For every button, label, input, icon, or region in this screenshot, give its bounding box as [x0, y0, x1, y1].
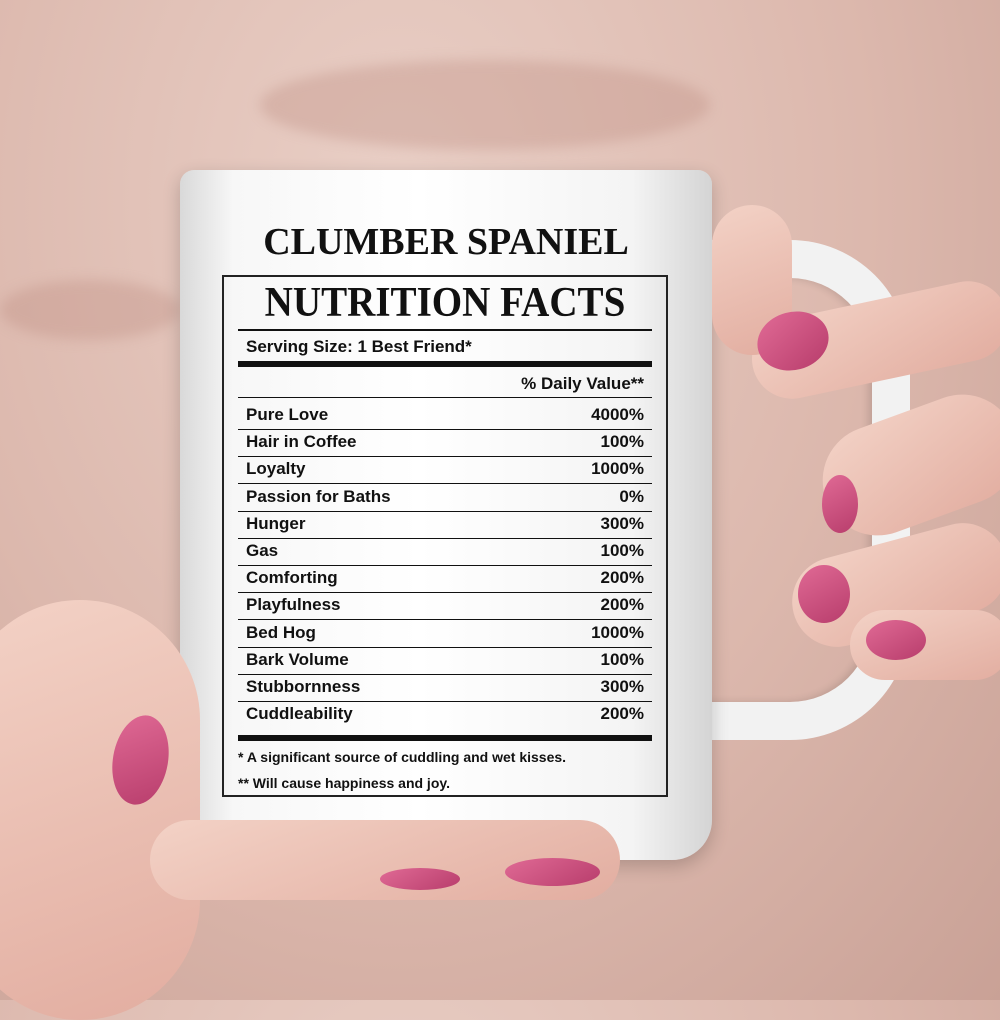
nutrition-row: Loyalty 1000%: [246, 459, 644, 479]
row-label: Stubbornness: [246, 677, 361, 696]
nutrition-row: Hunger 300%: [246, 514, 644, 534]
divider: [238, 329, 652, 331]
row-divider: [238, 429, 652, 430]
row-label: Hair in Coffee: [246, 432, 357, 452]
nutrition-row: Bark Volume 100%: [246, 650, 644, 670]
footnote-2: ** Will cause happiness and joy.: [238, 775, 451, 791]
nutrition-row: Stubbornness 300%: [246, 677, 644, 697]
row-divider: [238, 673, 652, 675]
nutrition-row: Playfulness 200%: [246, 595, 644, 615]
row-label: Bed Hog: [246, 622, 316, 642]
row-label: Cuddleability: [246, 704, 353, 724]
row-value: 200%: [600, 704, 644, 724]
shirt-fold: [0, 280, 180, 340]
serving-size: Serving Size: 1 Best Friend*: [246, 337, 472, 356]
row-label: Hunger: [246, 513, 306, 533]
row-label: Pure Love: [246, 405, 329, 424]
row-value: 100%: [600, 649, 644, 669]
row-value: 100%: [600, 432, 644, 452]
row-value: 300%: [600, 677, 644, 696]
row-value: 4000%: [591, 405, 644, 424]
fingernail: [505, 858, 600, 886]
row-value: 200%: [600, 568, 644, 588]
row-value: 1000%: [591, 622, 644, 642]
mug-title: CLUMBER SPANIEL: [263, 221, 629, 263]
row-label: Loyalty: [246, 459, 306, 479]
row-value: 100%: [600, 541, 644, 560]
row-divider: [238, 701, 652, 702]
daily-value-header: % Daily Value**: [521, 374, 644, 393]
row-value: 300%: [600, 513, 644, 533]
row-value: 0%: [619, 486, 644, 506]
nutrition-row: Pure Love 4000%: [246, 405, 644, 425]
row-label: Bark Volume: [246, 649, 349, 669]
nutrition-row: Bed Hog 1000%: [246, 623, 644, 643]
row-label: Passion for Baths: [246, 486, 391, 506]
row-divider: [238, 456, 652, 458]
row-divider: [238, 619, 652, 621]
shirt-fold: [260, 60, 710, 150]
row-divider: [238, 510, 652, 512]
nutrition-label: NUTRITION FACTS Serving Size: 1 Best Fri…: [222, 275, 668, 797]
fingernail: [822, 475, 858, 533]
nutrition-heading: NUTRITION FACTS: [264, 280, 626, 326]
left-hand: [0, 600, 200, 1020]
footnote-1: * A significant source of cuddling and w…: [238, 749, 567, 765]
row-divider: [238, 483, 652, 485]
nutrition-row: Cuddleability 200%: [246, 704, 644, 724]
row-label: Playfulness: [246, 595, 341, 615]
mug: [180, 170, 712, 860]
fingernail: [798, 565, 850, 623]
divider-thick: [238, 361, 652, 367]
nutrition-row: Hair in Coffee 100%: [246, 432, 644, 452]
row-label: Gas: [246, 541, 279, 560]
divider: [238, 397, 652, 398]
row-divider: [238, 537, 652, 539]
nutrition-row: Passion for Baths 0%: [246, 487, 644, 507]
divider-thick: [238, 735, 652, 741]
fingernail: [380, 868, 460, 890]
row-divider: [238, 592, 652, 594]
row-label: Comforting: [246, 568, 338, 588]
nutrition-row: Comforting 200%: [246, 568, 644, 588]
row-divider: [238, 565, 652, 566]
row-value: 1000%: [591, 459, 644, 479]
nutrition-row: Gas 100%: [246, 541, 644, 561]
row-value: 200%: [600, 595, 644, 615]
row-divider: [238, 646, 652, 648]
fingernail: [866, 620, 926, 660]
